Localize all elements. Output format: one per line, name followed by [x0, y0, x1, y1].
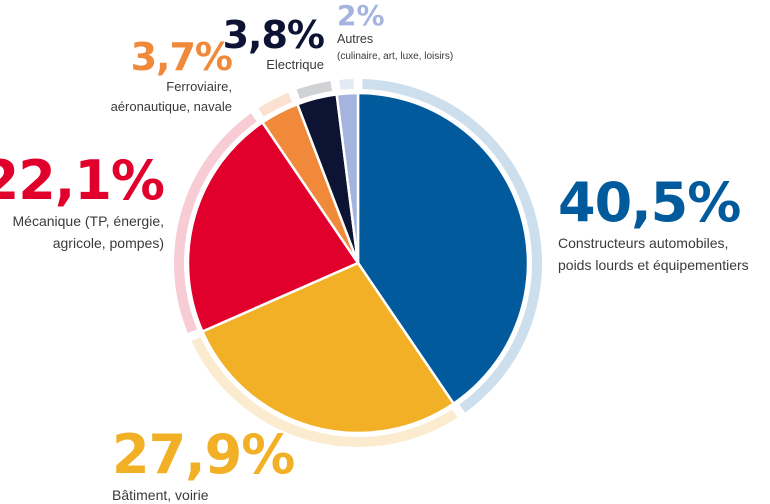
desc-autres-detail: (culinaire, art, luxe, loisirs) — [337, 51, 454, 63]
pct-autres: 2% — [337, 0, 385, 32]
label-automobile: 40,5% Constructeurs automobiles, poids l… — [558, 176, 749, 274]
pct-automobile: 40,5% — [558, 171, 741, 234]
label-ferroviaire: 3,7% Ferroviaire, aéronautique, navale — [110, 35, 233, 116]
slice-batiment — [201, 261, 455, 435]
slice-autres — [335, 91, 360, 265]
desc-mecanique-line1: Mécanique (TP, énergie, — [12, 213, 165, 229]
ring-arc-electrique — [296, 81, 333, 99]
pct-ferroviaire: 3,7% — [130, 35, 233, 79]
pct-electrique: 3,8% — [222, 13, 325, 57]
desc-automobile-line2: poids lourds et équipementiers — [558, 257, 749, 274]
slice-mecanique — [186, 121, 360, 333]
desc-ferroviaire-line1: Ferroviaire, — [166, 79, 232, 94]
slice-group — [186, 91, 530, 435]
desc-automobile-line1: Constructeurs automobiles, — [558, 235, 729, 251]
ring-arc-batiment — [191, 336, 458, 447]
desc-electrique: Electrique — [266, 57, 324, 72]
label-batiment: 27,9% Bâtiment, voirie — [112, 423, 295, 504]
label-electrique: 3,8% Electrique — [222, 13, 325, 74]
slice-automobile — [356, 91, 530, 405]
pct-batiment: 27,9% — [112, 423, 295, 486]
label-autres: 2% Autres (culinaire, art, luxe, loisirs… — [337, 0, 454, 63]
desc-autres: Autres — [337, 32, 374, 46]
ring-arc-mecanique — [174, 113, 257, 333]
label-mecanique: 22,1% Mécanique (TP, énergie, agricole, … — [0, 149, 165, 252]
desc-ferroviaire-line2: aéronautique, navale — [110, 98, 232, 114]
outer-ring-group — [174, 79, 542, 447]
ring-arc-ferroviaire — [258, 92, 293, 117]
desc-mecanique-line2: agricole, pompes) — [52, 235, 164, 252]
ring-arc-autres — [339, 79, 354, 90]
desc-batiment: Bâtiment, voirie — [112, 487, 209, 503]
pct-mecanique: 22,1% — [0, 149, 165, 212]
ring-arc-automobile — [362, 79, 542, 413]
